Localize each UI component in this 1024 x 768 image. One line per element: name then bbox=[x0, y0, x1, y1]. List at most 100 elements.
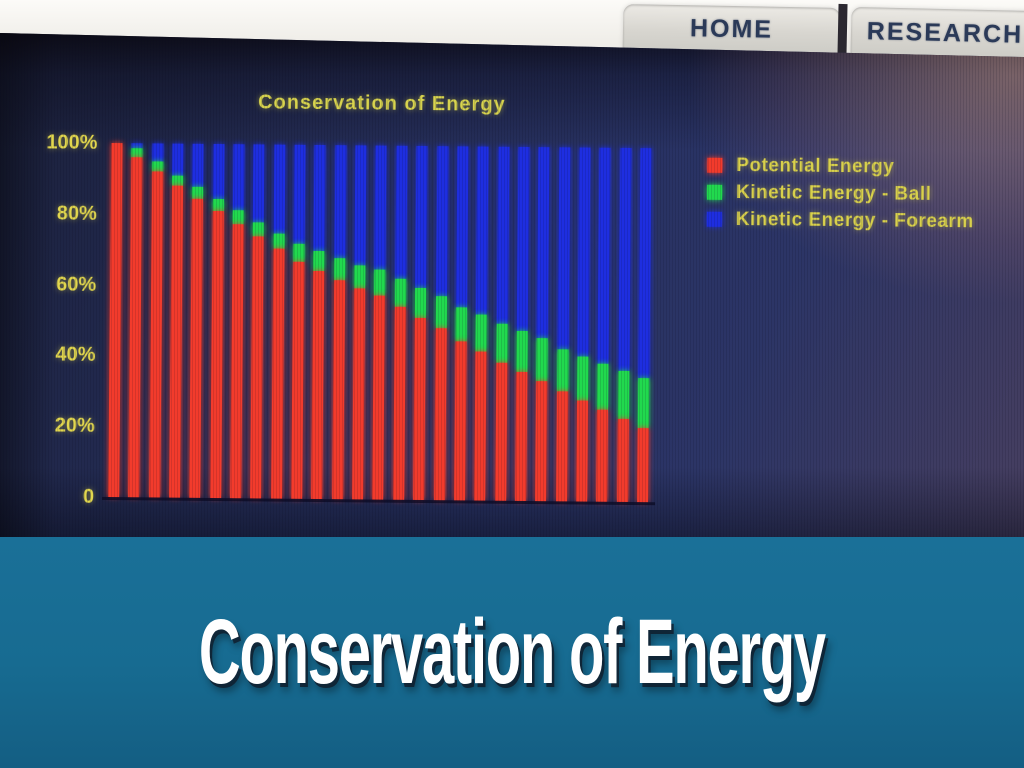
tab-research-label: RESEARCH bbox=[866, 16, 1024, 49]
legend-row: Kinetic Energy - Ball bbox=[706, 182, 974, 204]
bar-segment bbox=[291, 261, 305, 499]
bar-segment bbox=[455, 307, 467, 342]
bar-segment bbox=[597, 147, 611, 364]
bar-segment bbox=[536, 338, 548, 381]
bar-segment bbox=[495, 323, 508, 363]
bar-segment bbox=[516, 146, 530, 332]
bar-segment bbox=[172, 175, 184, 187]
bar-segment bbox=[637, 427, 649, 503]
bar-segment bbox=[148, 171, 163, 498]
y-axis-tick-label: 100% bbox=[46, 131, 98, 154]
stacked-bar bbox=[372, 145, 387, 500]
legend-swatch-icon bbox=[706, 211, 722, 227]
bar-segment bbox=[313, 144, 326, 252]
bar-segment bbox=[108, 143, 123, 498]
bar-segment bbox=[435, 146, 448, 297]
bar-segment bbox=[494, 362, 507, 501]
stacked-bar bbox=[270, 144, 286, 499]
bar-segment bbox=[192, 143, 204, 187]
chart-region: Conservation of Energy 100% 80% 60% 40% 20% 0… bbox=[46, 91, 975, 508]
stacked-bar bbox=[453, 146, 469, 501]
legend-swatch-icon bbox=[706, 184, 723, 200]
stacked-bar bbox=[637, 148, 652, 503]
bar-segment bbox=[334, 145, 347, 259]
stacked-bar bbox=[311, 144, 326, 500]
stacked-bar bbox=[230, 144, 245, 499]
bar-segment bbox=[151, 161, 164, 172]
bar-segment bbox=[415, 145, 428, 288]
stacked-bar bbox=[433, 146, 448, 501]
y-axis-tick-label: 60% bbox=[56, 273, 97, 296]
stacked-bar bbox=[331, 145, 347, 500]
bar-segment bbox=[556, 349, 569, 392]
bar-segment bbox=[253, 144, 265, 223]
bar-segment bbox=[415, 287, 427, 318]
y-axis-tick-label: 20% bbox=[54, 414, 95, 438]
bar-segment bbox=[169, 186, 184, 498]
bar-segment bbox=[474, 351, 487, 501]
stacked-bar bbox=[209, 144, 225, 499]
bar-segment bbox=[273, 144, 286, 234]
stacked-bar bbox=[148, 143, 164, 498]
bar-segment bbox=[212, 198, 224, 212]
tab-divider bbox=[837, 3, 848, 57]
bar-segment bbox=[435, 296, 447, 329]
bar-segment bbox=[172, 143, 184, 176]
stacked-bar bbox=[413, 145, 428, 501]
bar-segment bbox=[394, 278, 407, 307]
tab-home-label: HOME bbox=[689, 13, 774, 44]
tab-home[interactable]: HOME bbox=[622, 4, 841, 54]
bar-segment bbox=[496, 146, 510, 324]
bar-segment bbox=[476, 146, 489, 315]
bar-segment bbox=[232, 209, 244, 224]
stacked-bar bbox=[494, 146, 510, 501]
bar-segment bbox=[475, 314, 488, 352]
bar-segment bbox=[413, 317, 427, 501]
bar-segment bbox=[392, 306, 406, 500]
stacked-bar bbox=[189, 143, 204, 498]
bar-segment bbox=[617, 147, 632, 372]
stacked-bar bbox=[616, 147, 632, 502]
bar-segment bbox=[453, 341, 467, 501]
plot-area bbox=[108, 143, 652, 503]
legend-row: Kinetic Energy - Forearm bbox=[706, 209, 974, 232]
stacked-bar bbox=[535, 147, 550, 502]
bar-segment bbox=[333, 258, 346, 280]
bar-segment bbox=[433, 328, 447, 501]
legend-label: Potential Energy bbox=[736, 154, 895, 178]
slide-title: Conservation of Energy bbox=[198, 601, 826, 703]
bar-segment bbox=[250, 236, 265, 499]
bar-segment bbox=[374, 269, 386, 297]
bar-segment bbox=[131, 148, 143, 158]
bar-segment bbox=[273, 233, 285, 250]
stacked-bar bbox=[169, 143, 184, 498]
bar-segment bbox=[514, 371, 528, 502]
tab-research[interactable]: RESEARCH bbox=[850, 6, 1024, 60]
stacked-bar bbox=[352, 145, 367, 500]
bar-segment bbox=[230, 223, 244, 499]
bar-segment bbox=[555, 391, 568, 502]
bar-segment bbox=[352, 288, 366, 500]
legend-row: Potential Energy bbox=[707, 154, 974, 178]
bar-segment bbox=[354, 265, 366, 289]
bar-segment bbox=[192, 186, 204, 199]
bar-segment bbox=[596, 409, 609, 502]
bar-segment bbox=[536, 147, 550, 339]
slide-banner: Conservation of Energy bbox=[0, 537, 1024, 768]
bar-segment bbox=[535, 380, 548, 502]
bar-segment bbox=[455, 146, 469, 308]
bar-segment bbox=[616, 418, 629, 502]
screen-photo: HOME RESEARCH Conservation of Energy 100… bbox=[0, 0, 1024, 537]
bar-segment bbox=[395, 145, 408, 279]
bar-segment bbox=[516, 330, 528, 372]
stacked-bar bbox=[108, 143, 123, 498]
bar-segment bbox=[557, 147, 571, 350]
y-axis-tick-label: 0 bbox=[82, 485, 95, 508]
bar-segment bbox=[354, 145, 367, 266]
y-axis-tick-label: 40% bbox=[55, 343, 96, 367]
stacked-bar bbox=[291, 144, 306, 499]
legend: Potential Energy Kinetic Energy - Ball Kin… bbox=[706, 154, 975, 240]
bar-segment bbox=[637, 378, 650, 428]
bar-segment bbox=[293, 144, 306, 245]
legend-swatch-icon bbox=[707, 157, 723, 173]
